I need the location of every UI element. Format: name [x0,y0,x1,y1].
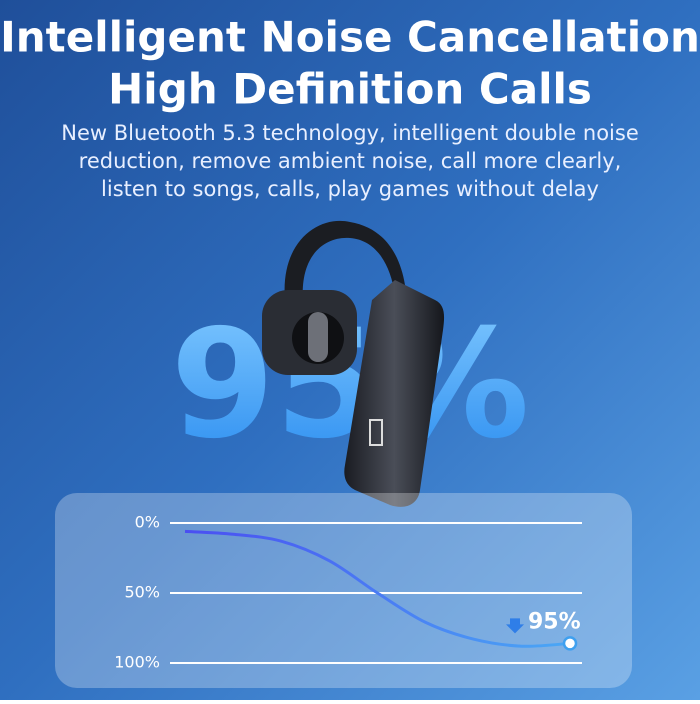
end-point [562,636,578,651]
subtitle: reduction, remove ambient noise, call mo… [79,149,622,173]
y-tick-label: 100% [114,653,160,672]
title: High Definition Calls [108,65,592,114]
earphone [262,220,445,507]
arrow-icon [506,618,524,634]
line [184,529,571,648]
subtitle: listen to songs, calls, play games witho… [101,177,599,201]
chart-panel [55,493,632,688]
annotation: 95% [528,609,581,634]
y-tick-label: 50% [124,583,160,602]
title: Intelligent Noise Cancellation [0,13,700,62]
subtitle: New Bluetooth 5.3 technology, intelligen… [61,121,639,145]
y-tick-label: 0% [135,513,160,532]
